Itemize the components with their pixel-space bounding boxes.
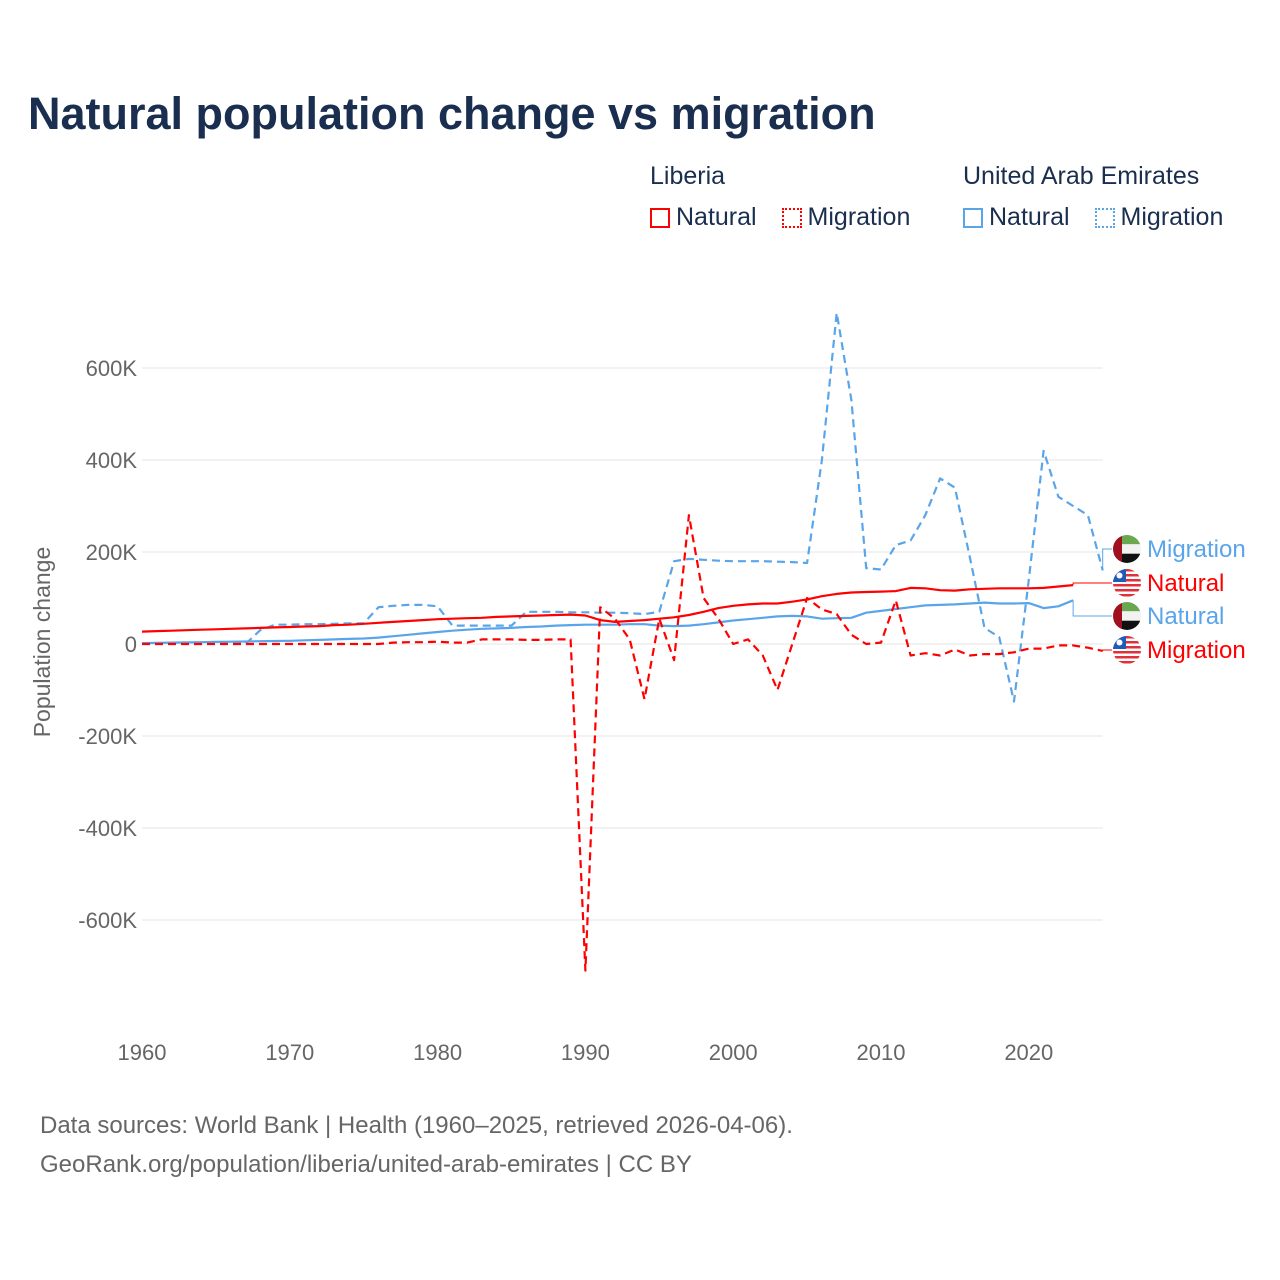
y-tick-label: 200K <box>86 540 138 565</box>
legend-country-uae: United Arab Emirates <box>963 162 1200 190</box>
flag-green <box>1113 602 1141 612</box>
x-tick-label: 2020 <box>1004 1040 1053 1065</box>
legend-label: Natural <box>989 203 1070 231</box>
liberia-flag-icon <box>1113 569 1141 597</box>
y-tick-label: 600K <box>86 356 138 381</box>
legend-item-liberia-migration[interactable]: Migration <box>781 203 911 232</box>
flag-red <box>1113 535 1122 563</box>
footer-sources: Data sources: World Bank | Health (1960–… <box>40 1112 793 1139</box>
end-label: Natural <box>1147 570 1224 597</box>
flag-stripe <box>1113 651 1141 654</box>
flag-white <box>1113 544 1141 554</box>
legend-item-uae-natural[interactable]: Natural <box>963 203 1070 232</box>
flag-body <box>1113 602 1141 630</box>
series-line-liberia-natural <box>141 584 1074 633</box>
legend-label: Migration <box>1120 203 1224 231</box>
flag-stripe <box>1113 641 1141 644</box>
legend-group-uae: United Arab Emirates Natural Migration <box>963 162 1241 235</box>
x-tick-label: 1970 <box>265 1040 314 1065</box>
flag-star <box>1116 572 1123 579</box>
footer: Data sources: World Bank | Health (1960–… <box>40 1106 793 1184</box>
flag-stripe <box>1113 656 1141 659</box>
flag-stripe <box>1113 661 1141 664</box>
dotted-swatch-icon <box>1094 207 1115 228</box>
y-tick-label: 0 <box>125 632 137 657</box>
y-tick-label: -400K <box>78 816 137 841</box>
flag-stripe <box>1113 589 1141 592</box>
uae-flag-icon <box>1113 535 1141 563</box>
legend-item-liberia-natural[interactable]: Natural <box>650 203 757 232</box>
solid-swatch-icon <box>963 207 983 228</box>
label-connector <box>1102 548 1112 571</box>
series-line-united-arab-emirates-migration <box>142 311 1104 703</box>
end-label: Natural <box>1147 603 1224 630</box>
x-tick-label: 2010 <box>857 1040 906 1065</box>
flag-black <box>1113 553 1141 563</box>
chart-title: Natural population change vs migration <box>28 88 876 139</box>
flag-red <box>1113 602 1122 630</box>
flag-stripe <box>1113 594 1141 597</box>
flag-white <box>1113 611 1141 621</box>
legend-label: Natural <box>676 203 757 231</box>
x-tick-label: 1990 <box>561 1040 610 1065</box>
y-tick-label: -600K <box>78 908 137 933</box>
label-connector <box>1072 582 1112 586</box>
series-line-liberia-migration <box>142 514 1103 972</box>
solid-swatch-icon <box>650 207 670 228</box>
flag-stripe <box>1113 584 1141 587</box>
legend-label: Migration <box>807 203 911 231</box>
flag-stripe <box>1113 636 1141 639</box>
footer-link[interactable]: GeoRank.org/population/liberia/united-ar… <box>40 1151 692 1178</box>
series-line-united-arab-emirates-natural <box>141 599 1074 645</box>
flag-stripe <box>1113 569 1141 572</box>
flag-body <box>1113 569 1141 597</box>
x-tick-label: 2000 <box>709 1040 758 1065</box>
dotted-swatch-icon <box>781 207 802 228</box>
flag-body <box>1113 636 1141 664</box>
x-tick-label: 1980 <box>413 1040 462 1065</box>
flag-green <box>1113 535 1141 545</box>
flag-black <box>1113 620 1141 630</box>
legend-country-liberia: Liberia <box>650 162 726 190</box>
x-tick-label: 1960 <box>118 1040 167 1065</box>
label-connector <box>1072 600 1112 617</box>
line-chart: 600K 400K 200K 0 -200K -400K -600K 1960 1970 1980… <box>29 311 1246 1065</box>
legend-group-liberia: Liberia Natural Migration <box>650 162 928 235</box>
label-connector <box>1102 649 1112 651</box>
flag-body <box>1113 535 1141 563</box>
flag-star <box>1116 639 1123 646</box>
end-label: Migration <box>1147 536 1246 563</box>
y-tick-label: -200K <box>78 724 137 749</box>
liberia-flag-icon <box>1113 636 1141 664</box>
flag-stripe <box>1113 646 1141 649</box>
flag-stripe <box>1113 579 1141 582</box>
flag-stripe <box>1113 574 1141 577</box>
legend-item-uae-migration[interactable]: Migration <box>1094 203 1224 232</box>
end-label: Migration <box>1147 637 1246 664</box>
y-axis-label: Population change <box>29 547 55 738</box>
y-tick-label: 400K <box>86 448 138 473</box>
uae-flag-icon <box>1113 602 1141 630</box>
